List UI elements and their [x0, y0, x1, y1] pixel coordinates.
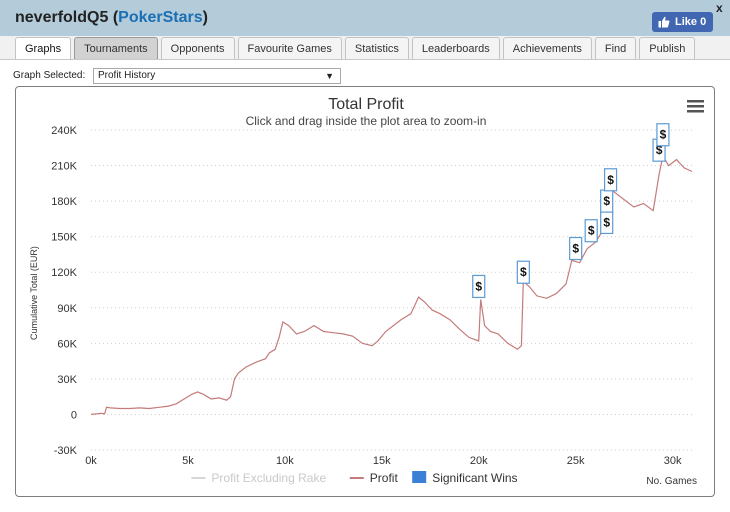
chart-container: Total Profit Click and drag inside the p…	[15, 86, 715, 497]
significant-win-marker[interactable]: $	[600, 189, 614, 213]
graph-selected-label: Graph Selected:	[13, 70, 86, 81]
significant-win-marker[interactable]: $	[656, 123, 670, 147]
y-tick-label: 210K	[51, 161, 77, 173]
chart-legend: Profit Excluding Rake Profit Significant W…	[191, 471, 518, 485]
y-tick-label: 150K	[51, 232, 77, 244]
legend-label: Profit	[370, 471, 399, 485]
chart-title: Total Profit	[328, 96, 404, 113]
significant-win-box	[584, 219, 598, 243]
significant-win-marker[interactable]: $	[516, 260, 530, 284]
x-tick-label: 30k	[664, 455, 682, 467]
x-tick-label: 15k	[373, 455, 391, 467]
significant-win-marker[interactable]: $	[584, 219, 598, 243]
site-name[interactable]: PokerStars	[118, 9, 203, 26]
y-tick-label: 120K	[51, 267, 77, 279]
significant-win-box	[516, 260, 530, 284]
significant-win-box	[569, 236, 583, 261]
y-tick-label: 240K	[51, 125, 77, 137]
tab-leaderboards[interactable]: Leaderboards	[411, 37, 500, 59]
significant-win-box	[603, 168, 618, 192]
x-tick-label: 10k	[276, 455, 294, 467]
x-tick-label: 5k	[182, 455, 194, 467]
y-tick-label: 30K	[57, 374, 77, 386]
graph-select[interactable]: Profit History ▼	[93, 68, 341, 84]
significant-win-label: $	[572, 242, 579, 256]
x-axis-ticks: 0k 5k 10k 15k 20k 25k 30k	[85, 455, 682, 467]
legend-item[interactable]: Profit Excluding Rake	[191, 471, 326, 485]
significant-win-label: $	[520, 265, 527, 279]
legend-box-swatch	[412, 471, 427, 483]
dropdown-arrow-icon: ▼	[325, 71, 334, 81]
y-tick-label: -30K	[54, 445, 78, 457]
significant-win-marker[interactable]: $	[603, 168, 618, 192]
y-axis-ticks: -30K 0 30K 60K 90K 120K 150K 180K 210K 240K	[51, 125, 77, 457]
significant-win-label: $	[607, 173, 614, 187]
window-header: neverfoldQ5 (PokerStars) Like 0 x	[0, 0, 730, 36]
chart-subtitle: Click and drag inside the plot area to z…	[246, 114, 487, 128]
y-tick-label: 0	[71, 409, 77, 421]
legend-item[interactable]: Profit	[349, 471, 399, 485]
significant-win-label: $	[475, 279, 482, 293]
tab-divider	[0, 59, 730, 60]
tab-statistics[interactable]: Statistics	[344, 37, 409, 59]
graph-select-value: Profit History	[98, 70, 156, 81]
tab-tournaments[interactable]: Tournaments	[74, 37, 158, 59]
y-axis-title: Cumulative Total (EUR)	[29, 246, 39, 340]
significant-win-marker[interactable]: $	[472, 274, 486, 299]
significant-win-marker[interactable]: $	[600, 210, 614, 235]
y-tick-label: 90K	[57, 303, 77, 315]
tab-bar: Graphs Tournaments Opponents Favourite G…	[15, 37, 696, 59]
x-tick-label: 25k	[567, 455, 585, 467]
menu-icon[interactable]	[687, 100, 704, 113]
tab-find[interactable]: Find	[594, 37, 637, 59]
site-close-paren: )	[202, 9, 208, 26]
player-name: neverfoldQ5	[15, 9, 109, 26]
close-icon[interactable]: x	[716, 1, 723, 15]
tab-publish[interactable]: Publish	[639, 37, 696, 59]
significant-win-box	[472, 274, 486, 299]
significant-win-label: $	[603, 194, 610, 208]
tab-favourite-games[interactable]: Favourite Games	[237, 37, 342, 59]
significant-win-label: $	[660, 128, 667, 142]
grid-lines	[91, 129, 692, 451]
significant-wins-layer: $$$$$$$$$	[472, 123, 670, 299]
x-tick-label: 0k	[85, 455, 97, 467]
tab-achievements[interactable]: Achievements	[502, 37, 592, 59]
significant-win-box	[656, 123, 670, 147]
profit-chart[interactable]: Total Profit Click and drag inside the p…	[16, 87, 714, 496]
window-title: neverfoldQ5 (PokerStars)	[15, 9, 208, 27]
y-tick-label: 60K	[57, 338, 77, 350]
facebook-like-button[interactable]: Like 0	[652, 12, 713, 32]
legend-label: Significant Wins	[432, 471, 517, 485]
like-label: Like 0	[675, 16, 707, 28]
significant-win-label: $	[656, 143, 663, 157]
legend-item[interactable]: Significant Wins	[412, 471, 518, 485]
x-tick-label: 20k	[470, 455, 488, 467]
tab-opponents[interactable]: Opponents	[160, 37, 235, 59]
thumbs-up-icon	[658, 16, 670, 28]
significant-win-label: $	[603, 215, 610, 229]
site-open-paren: (	[112, 9, 119, 26]
significant-win-marker[interactable]: $	[569, 236, 583, 261]
x-axis-title: No. Games	[646, 476, 697, 487]
tab-graphs[interactable]: Graphs	[15, 37, 72, 59]
legend-label: Profit Excluding Rake	[211, 471, 326, 485]
significant-win-label: $	[588, 224, 595, 238]
y-tick-label: 180K	[51, 196, 77, 208]
